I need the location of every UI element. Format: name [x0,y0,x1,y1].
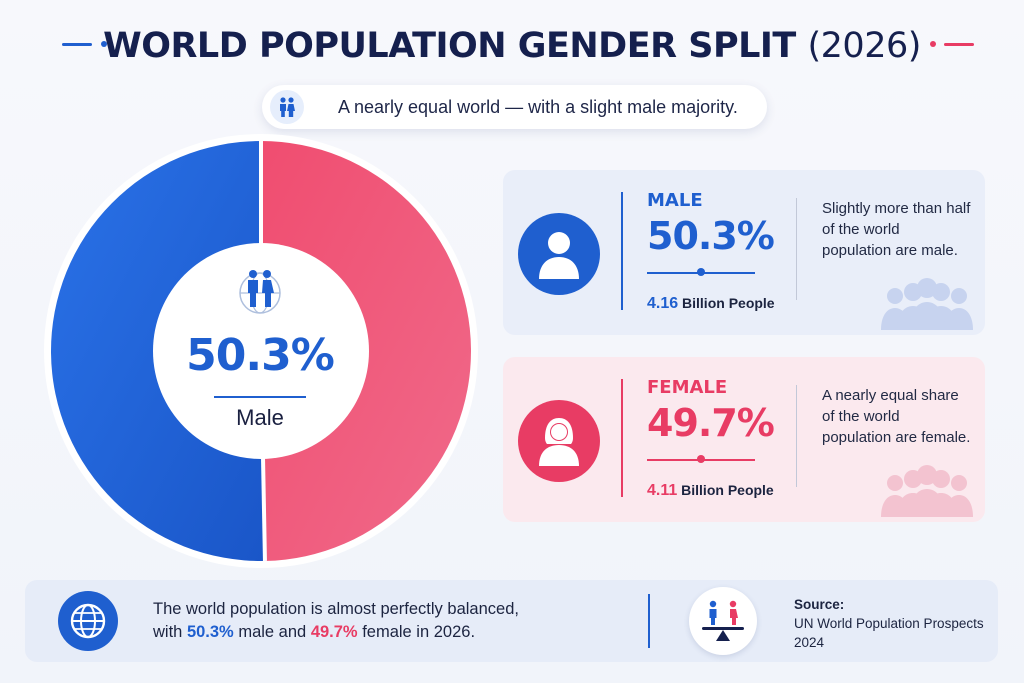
page-title: WORLD POPULATION GENDER SPLIT (2026) [103,26,921,66]
footer-panel: The world population is almost perfectly… [25,580,998,662]
footer-end: female in 2026. [362,623,476,641]
male-card-people: 4.16 Billion People [647,295,775,313]
title-year: (2026) [807,26,922,66]
crowd-icon [881,465,973,517]
female-people-number: 4.11 [647,482,678,499]
source-block: Source: UN World Population Prospects 20… [794,595,984,652]
donut-center-divider [214,396,306,398]
male-person-icon [518,213,600,295]
female-card-separator [796,385,797,487]
male-card-divider-dot [697,268,705,276]
balance-scale-icon [689,587,757,655]
donut-center-value: 50.3% [186,330,335,381]
source-label: Source: [794,597,845,612]
crowd-icon [881,278,973,330]
footer-separator [648,594,650,648]
title-deco-line-right [944,43,974,46]
male-card: MALE 50.3% 4.16 Billion People Slightly … [503,170,985,335]
subtitle: A nearly equal world — with a slight mal… [338,96,738,117]
title-deco-dot-left [101,41,107,47]
female-card-label: FEMALE [647,377,728,398]
footer-and: male and [238,623,307,641]
female-people-unit: Billion People [681,482,774,498]
title-deco-line-left [62,43,92,46]
globe-icon [58,591,118,651]
male-people-number: 4.16 [647,295,679,312]
female-person-icon [518,400,600,482]
source-text: UN World Population Prospects 2024 [794,616,984,650]
title-text: WORLD POPULATION GENDER SPLIT [103,26,796,66]
female-card-percent: 49.7% [647,401,775,445]
title-deco-dot-right [930,41,936,47]
donut-hole [153,243,369,459]
male-card-separator [796,198,797,300]
footer-line-2: with 50.3% male and 49.7% female in 2026… [153,621,623,644]
male-card-percent: 50.3% [647,214,775,258]
male-card-label: MALE [647,190,703,211]
people-pair-icon [270,90,304,124]
footer-female-pct: 49.7% [310,623,358,641]
footer-line-1: The world population is almost perfectly… [153,600,519,618]
footer-summary: The world population is almost perfectly… [153,598,623,644]
female-card-description: A nearly equal share of the world popula… [822,387,971,446]
female-card-people: 4.11 Billion People [647,482,774,500]
male-card-description: Slightly more than half of the world pop… [822,200,971,259]
subtitle-pill: A nearly equal world — with a slight mal… [262,85,767,129]
footer-with: with [153,623,183,641]
male-people-unit: Billion People [682,295,775,311]
female-card-divider-dot [697,455,705,463]
footer-male-pct: 50.3% [186,623,234,641]
donut-center-label: Male [236,405,284,430]
female-card-accent-line [621,379,623,497]
female-card: FEMALE 49.7% 4.11 Billion People A nearl… [503,357,985,522]
title-row: WORLD POPULATION GENDER SPLIT (2026) [0,18,1024,74]
people-globe-icon [237,265,283,326]
male-card-accent-line [621,192,623,310]
